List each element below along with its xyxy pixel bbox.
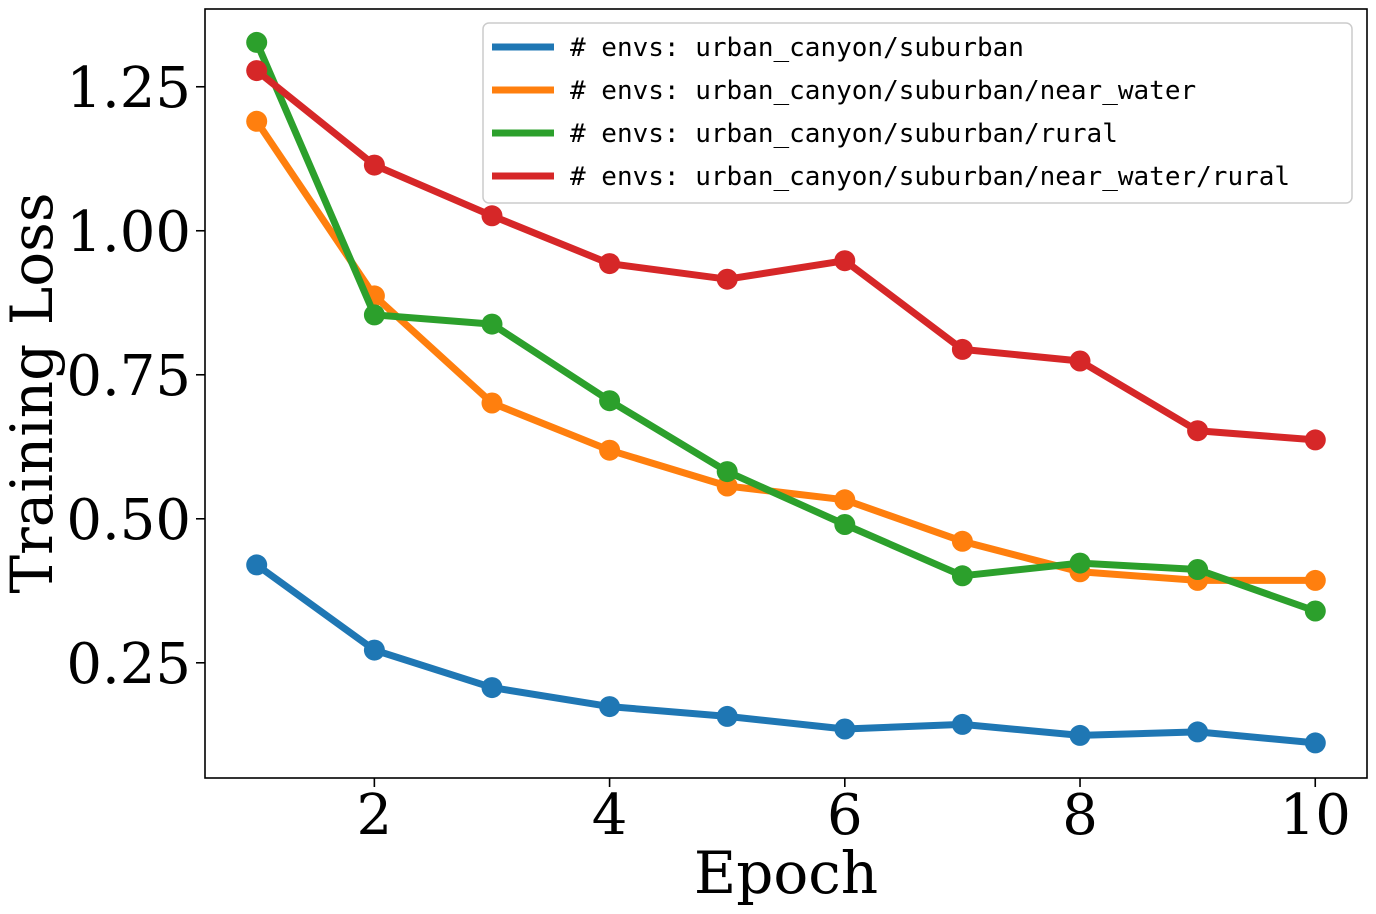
data-point [834, 718, 856, 740]
y-axis-title: Training Loss [0, 192, 66, 593]
data-point [1069, 552, 1091, 574]
data-point [716, 268, 738, 290]
y-tick-label: 0.75 [66, 344, 191, 409]
legend-item: # envs: urban_canyon/suburban/rural [492, 119, 1118, 149]
x-axis: 2 4 6 8 10 [357, 778, 1351, 848]
series-line [253, 38, 1319, 615]
data-point [834, 250, 856, 272]
data-point [1304, 569, 1326, 591]
data-point [951, 713, 973, 735]
data-point [599, 439, 621, 461]
legend-label: # envs: urban_canyon/suburban/near_water [570, 76, 1196, 106]
legend-item: # envs: urban_canyon/suburban [492, 33, 1024, 63]
data-point [1304, 732, 1326, 754]
data-point [716, 475, 738, 497]
data-point [1187, 559, 1209, 580]
legend-label: # envs: urban_canyon/suburban/near_water… [570, 162, 1290, 192]
data-point [481, 205, 503, 227]
data-point [363, 639, 385, 661]
series-line [253, 561, 1319, 747]
legend-label: # envs: urban_canyon/suburban [570, 33, 1024, 63]
data-point [1187, 420, 1209, 442]
y-tick-label: 0.25 [66, 632, 191, 697]
data-point [834, 514, 856, 535]
y-tick-label: 0.50 [66, 488, 191, 553]
legend: # envs: urban_canyon/suburban # envs: urb… [482, 22, 1353, 204]
data-point [951, 338, 973, 360]
legend-label: # envs: urban_canyon/suburban/rural [570, 119, 1118, 149]
data-point [481, 313, 503, 335]
data-point [951, 530, 973, 552]
data-point [481, 677, 503, 699]
series-line [253, 117, 1319, 584]
legend-box [482, 22, 1353, 204]
data-point [1304, 600, 1326, 622]
x-tick-label: 2 [357, 783, 393, 848]
series-line [253, 67, 1319, 444]
legend-item: # envs: urban_canyon/suburban/near_water [492, 76, 1196, 106]
data-point [363, 304, 385, 326]
data-point [716, 461, 738, 483]
series-1 [246, 554, 1326, 754]
data-point [1069, 350, 1091, 372]
x-tick-label: 4 [592, 783, 628, 848]
data-point [599, 253, 621, 275]
data-point [834, 489, 856, 511]
data-point [951, 565, 973, 587]
x-tick-label: 6 [827, 783, 863, 848]
data-point [363, 154, 385, 176]
data-point [1069, 724, 1091, 746]
y-axis: 0.25 0.50 0.75 1.00 1.25 [66, 56, 205, 697]
data-point [246, 554, 268, 576]
series-layer [246, 31, 1326, 754]
series-4 [246, 60, 1326, 451]
data-point [246, 60, 268, 82]
data-point [1187, 721, 1209, 743]
y-tick-label: 1.25 [66, 56, 191, 121]
x-tick-label: 8 [1062, 783, 1098, 848]
data-point [1304, 429, 1326, 451]
data-point [246, 31, 268, 53]
data-point [481, 392, 503, 414]
y-tick-label: 1.00 [66, 200, 191, 265]
x-axis-title: Epoch [694, 839, 878, 907]
legend-item: # envs: urban_canyon/suburban/near_water… [492, 162, 1290, 192]
plot-frame [204, 8, 1368, 779]
data-point [246, 110, 268, 132]
data-point [716, 705, 738, 727]
data-point [599, 696, 621, 718]
series-3 [246, 31, 1326, 622]
data-point [599, 390, 621, 412]
x-tick-label: 10 [1280, 783, 1351, 848]
